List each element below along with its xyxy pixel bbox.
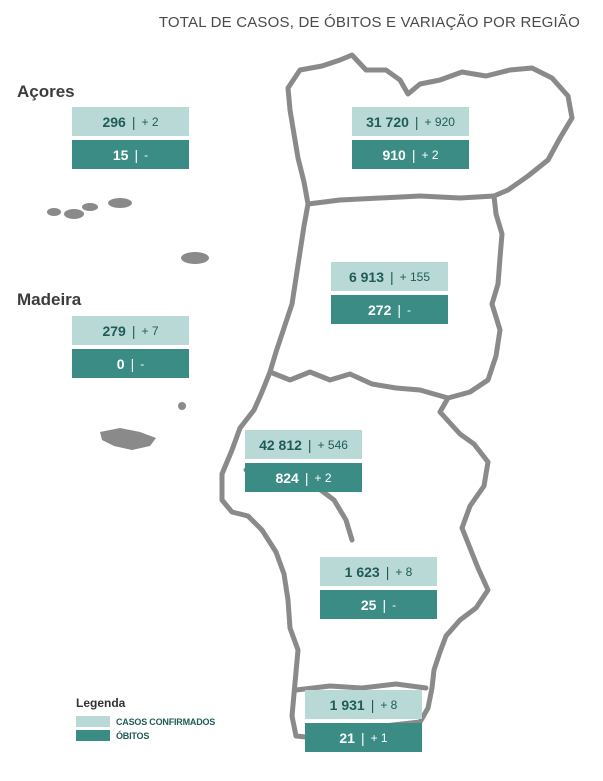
deaths-value: 15 <box>112 146 129 163</box>
deaths-delta: - <box>392 597 397 612</box>
cases-value: 279 <box>102 322 126 339</box>
cases-delta: + 546 <box>317 437 348 452</box>
deaths-delta: + 2 <box>421 147 439 162</box>
deaths-delta: - <box>140 356 145 371</box>
cases-row: 1 931 | + 8 <box>305 690 422 719</box>
deaths-value: 0 <box>116 355 125 372</box>
border-norte-centro <box>305 193 497 207</box>
stat-norte: 31 720 | + 920 910 | + 2 <box>352 107 469 169</box>
stat-algarve: 1 931 | + 8 21 | + 1 <box>305 690 422 752</box>
stat-alentejo: 1 623 | + 8 25 | - <box>320 557 437 619</box>
deaths-row: 15 | - <box>72 140 189 169</box>
deaths-row: 21 | + 1 <box>305 723 422 752</box>
cases-delta: + 7 <box>141 323 159 338</box>
cases-value: 6 913 <box>348 268 385 285</box>
legend-label-cases: CASOS CONFIRMADOS <box>116 716 216 727</box>
deaths-value: 910 <box>382 146 406 163</box>
cases-value: 31 720 <box>366 113 409 130</box>
border-alentejo-algarve <box>293 681 429 693</box>
cases-row: 1 623 | + 8 <box>320 557 437 586</box>
cases-value: 1 623 <box>344 563 380 580</box>
legend-title: Legenda <box>76 696 126 710</box>
deaths-delta: - <box>407 302 411 317</box>
cases-row: 31 720 | + 920 <box>352 107 469 136</box>
stat-madeira: 279 | + 7 0 | - <box>72 316 189 378</box>
madeira-islands <box>100 402 186 450</box>
cases-delta: + 8 <box>395 564 413 579</box>
map-title: TOTAL DE CASOS, DE ÓBITOS E VARIAÇÃO POR… <box>158 14 580 31</box>
legend-label-deaths: ÓBITOS <box>116 730 150 741</box>
deaths-delta: - <box>144 147 149 162</box>
deaths-row: 25 | - <box>320 590 437 619</box>
deaths-value: 21 <box>339 729 355 746</box>
deaths-row: 272 | - <box>331 295 448 324</box>
cases-row: 42 812 | + 546 <box>245 430 362 459</box>
deaths-row: 824 | + 2 <box>245 463 362 492</box>
legend-item-cases: CASOS CONFIRMADOS <box>76 716 215 727</box>
azores-label: Açores <box>17 82 75 101</box>
cases-row: 6 913 | + 155 <box>331 262 448 291</box>
deaths-row: 0 | - <box>72 349 189 378</box>
legend-item-deaths: ÓBITOS <box>76 730 215 741</box>
legend: Legenda CASOS CONFIRMADOS ÓBITOS <box>76 696 215 744</box>
deaths-delta: + 2 <box>314 470 332 485</box>
cases-delta: + 920 <box>424 114 455 129</box>
cases-value: 296 <box>102 113 126 130</box>
border-centro-lisboa <box>267 369 451 401</box>
stat-centro: 6 913 | + 155 272 | - <box>331 262 448 324</box>
deaths-value: 25 <box>360 596 377 613</box>
deaths-row: 910 | + 2 <box>352 140 469 169</box>
mainland-outline <box>219 52 575 741</box>
azores-islands <box>47 198 209 264</box>
stat-lisboa: 42 812 | + 546 824 | + 2 <box>245 430 362 492</box>
cases-row: 296 | + 2 <box>72 107 189 136</box>
cases-delta: + 155 <box>399 269 431 284</box>
stat-acores: 296 | + 2 15 | - <box>72 107 189 169</box>
cases-row: 279 | + 7 <box>72 316 189 345</box>
cases-value: 42 812 <box>259 436 302 453</box>
legend-swatch-cases <box>76 716 110 727</box>
cases-delta: + 2 <box>141 114 159 129</box>
deaths-value: 824 <box>275 469 299 486</box>
deaths-delta: + 1 <box>370 730 388 745</box>
madeira-label: Madeira <box>17 290 82 309</box>
cases-value: 1 931 <box>329 696 365 713</box>
legend-swatch-deaths <box>76 730 110 741</box>
deaths-value: 272 <box>368 301 392 318</box>
cases-delta: + 8 <box>380 697 398 712</box>
